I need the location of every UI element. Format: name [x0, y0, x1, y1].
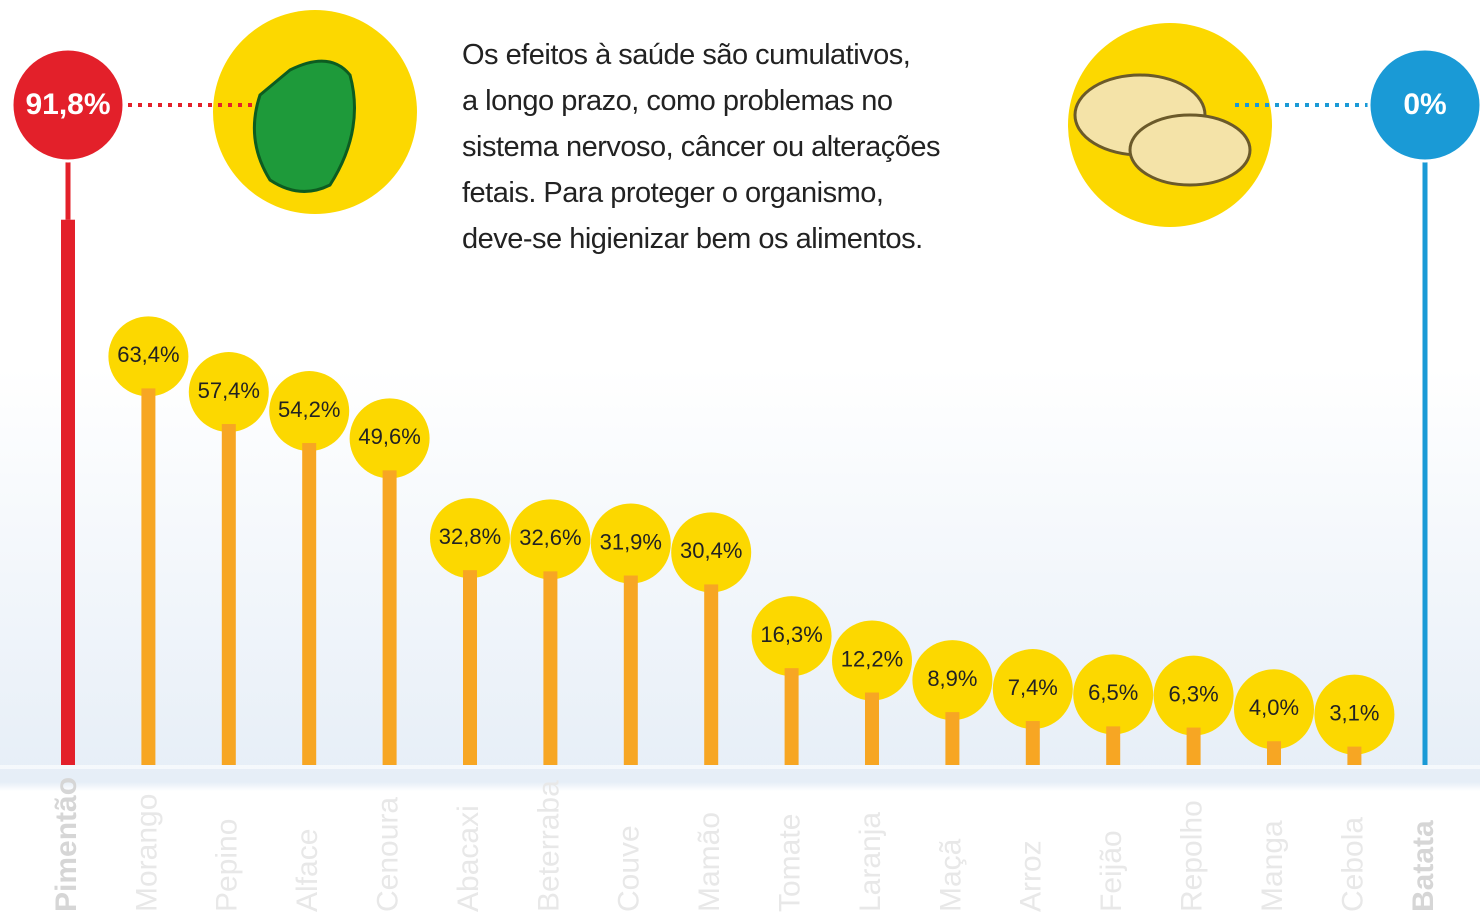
category-label: Beterraba	[532, 780, 565, 912]
value-label: 16,3%	[760, 622, 822, 647]
bar	[785, 668, 799, 765]
value-label: 3,1%	[1329, 700, 1379, 725]
value-label: 30,4%	[680, 538, 742, 563]
annotation-line: Os efeitos à saúde são cumulativos,	[462, 32, 1062, 78]
value-label: 63,4%	[117, 342, 179, 367]
bar	[302, 443, 316, 765]
category-label: Couve	[613, 825, 646, 912]
category-label: Cebola	[1336, 817, 1369, 912]
value-label: 6,5%	[1088, 680, 1138, 705]
bar	[1267, 741, 1281, 765]
bar	[865, 693, 879, 765]
value-label: 32,6%	[519, 525, 581, 550]
bar	[141, 388, 155, 765]
value-label: 4,0%	[1249, 695, 1299, 720]
bar	[463, 570, 477, 765]
bar	[222, 424, 236, 765]
annotation: Os efeitos à saúde são cumulativos,a lon…	[462, 32, 1062, 262]
value-label: 91,8%	[25, 88, 110, 121]
category-label: Pimentão	[50, 777, 83, 912]
value-label: 32,8%	[439, 524, 501, 549]
category-label: Maçã	[934, 838, 967, 912]
bar	[1347, 747, 1361, 765]
potato-illustration	[1130, 115, 1250, 185]
value-label: 12,2%	[841, 646, 903, 671]
value-label: 49,6%	[358, 424, 420, 449]
bar	[704, 584, 718, 765]
value-label: 54,2%	[278, 397, 340, 422]
value-label: 0%	[1403, 88, 1446, 121]
value-label: 6,3%	[1169, 681, 1219, 706]
bar	[624, 576, 638, 765]
category-label: Alface	[291, 829, 324, 912]
category-label: Morango	[130, 794, 163, 912]
infographic: 91,8% Pimentão 63,4% Morango 57,4% Pepino 54,2…	[0, 0, 1480, 920]
bar	[1187, 728, 1201, 765]
bar	[1106, 726, 1120, 765]
category-label: Laranja	[854, 812, 887, 912]
category-label: Repolho	[1176, 800, 1209, 912]
value-label: 57,4%	[198, 378, 260, 403]
category-label: Pepino	[211, 819, 244, 912]
value-label: 31,9%	[600, 529, 662, 554]
bar	[61, 220, 75, 765]
bar	[945, 712, 959, 765]
value-label: 8,9%	[927, 666, 977, 691]
bar	[1026, 721, 1040, 765]
baseline-fade	[0, 765, 1480, 769]
category-label: Cenoura	[372, 797, 405, 912]
category-label: Abacaxi	[452, 805, 485, 912]
value-label: 7,4%	[1008, 675, 1058, 700]
bar	[543, 571, 557, 765]
category-label: Tomate	[774, 814, 807, 912]
category-label: Feijão	[1095, 830, 1128, 912]
category-label: Batata	[1407, 820, 1440, 912]
annotation-line: fetais. Para proteger o organismo,	[462, 170, 1062, 216]
category-label: Mamão	[693, 812, 726, 912]
annotation-line: sistema nervoso, câncer ou alterações	[462, 124, 1062, 170]
category-label: Arroz	[1015, 840, 1048, 912]
annotation-line: deve-se higienizar bem os alimentos.	[462, 216, 1062, 262]
category-label: Manga	[1256, 820, 1289, 912]
annotation-line: a longo prazo, como problemas no	[462, 78, 1062, 124]
bar	[383, 470, 397, 765]
